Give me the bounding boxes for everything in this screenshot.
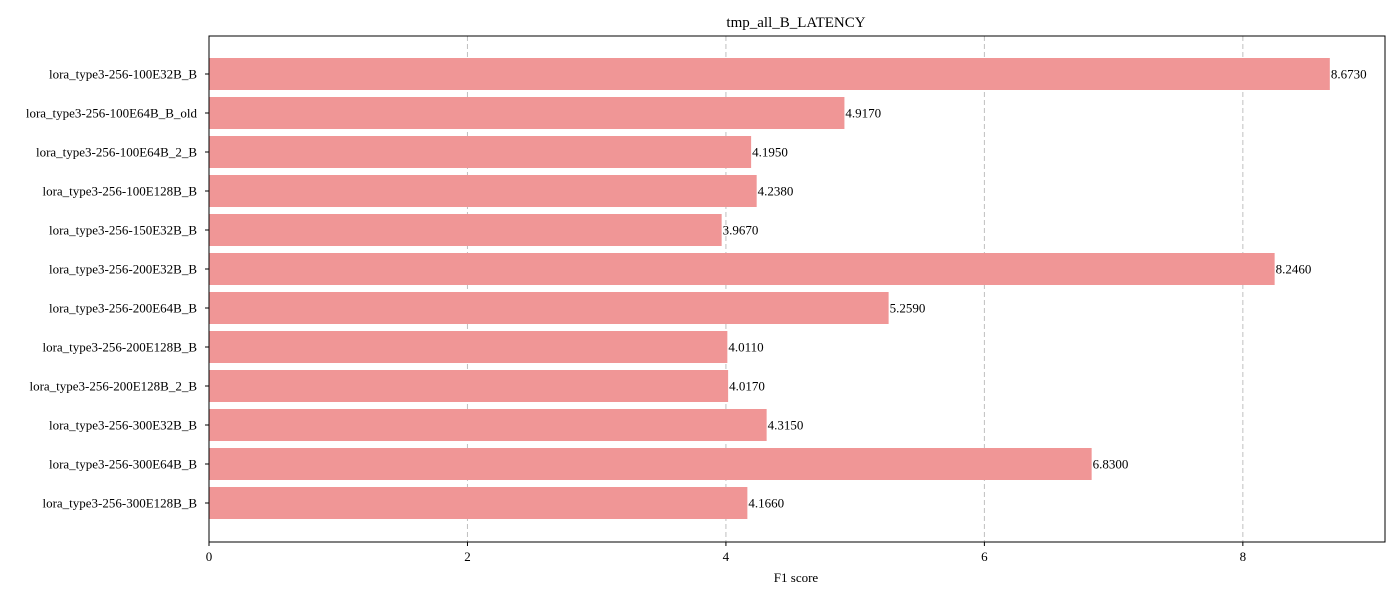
x-axis-ticks: 0 2 4 6 8	[206, 542, 1246, 564]
bar-value-label: 4.3150	[768, 418, 804, 433]
x-tick-label: 6	[981, 549, 988, 564]
bar	[209, 331, 728, 363]
bar	[209, 175, 757, 207]
y-tick-label: lora_type3-256-200E128B_2_B	[29, 379, 197, 394]
bar-value-label: 6.8300	[1093, 457, 1129, 472]
y-tick-label: lora_type3-256-300E64B_B	[49, 457, 197, 472]
bar-value-label: 4.1950	[752, 145, 788, 160]
y-tick-label: lora_type3-256-100E64B_2_B	[36, 145, 197, 160]
bar-value-label: 4.2380	[758, 184, 794, 199]
bar	[209, 487, 748, 519]
bar	[209, 97, 845, 129]
bars	[209, 58, 1330, 519]
y-tick-label: lora_type3-256-300E128B_B	[42, 496, 197, 511]
x-axis-label: F1 score	[774, 570, 819, 585]
bar-value-label: 4.9170	[845, 106, 881, 121]
x-tick-label: 4	[723, 549, 730, 564]
y-tick-label: lora_type3-256-100E64B_B_old	[26, 106, 198, 121]
x-tick-label: 2	[464, 549, 471, 564]
plot-frame	[208, 35, 1386, 543]
bar	[209, 214, 722, 246]
bar	[209, 58, 1330, 90]
y-tick-label: lora_type3-256-200E32B_B	[49, 262, 197, 277]
y-axis-ticks: lora_type3-256-100E32B_B lora_type3-256-1…	[26, 67, 209, 511]
bar	[209, 448, 1092, 480]
bar-value-label: 4.0110	[728, 340, 763, 355]
y-tick-label: lora_type3-256-300E32B_B	[49, 418, 197, 433]
x-tick-label: 8	[1240, 549, 1247, 564]
y-tick-label: lora_type3-256-200E64B_B	[49, 301, 197, 316]
chart-title: tmp_all_B_LATENCY	[726, 15, 865, 31]
y-tick-label: lora_type3-256-200E128B_B	[42, 340, 197, 355]
x-tick-label: 0	[206, 549, 213, 564]
data-labels: 8.6730 4.9170 4.1950 4.2380 3.9670 8.2460 5.25…	[723, 67, 1367, 511]
bar	[209, 370, 729, 402]
y-tick-label: lora_type3-256-150E32B_B	[49, 223, 197, 238]
bar-value-label: 4.1660	[748, 496, 784, 511]
bar	[209, 253, 1275, 285]
bar-value-label: 5.2590	[890, 301, 926, 316]
bar	[209, 409, 767, 441]
bar-value-label: 8.6730	[1331, 67, 1367, 82]
bar-value-label: 8.2460	[1276, 262, 1312, 277]
bar-value-label: 4.0170	[729, 379, 765, 394]
y-tick-label: lora_type3-256-100E128B_B	[42, 184, 197, 199]
bar	[209, 292, 889, 324]
bar	[209, 136, 752, 168]
y-tick-label: lora_type3-256-100E32B_B	[49, 67, 197, 82]
bar-value-label: 3.9670	[723, 223, 759, 238]
